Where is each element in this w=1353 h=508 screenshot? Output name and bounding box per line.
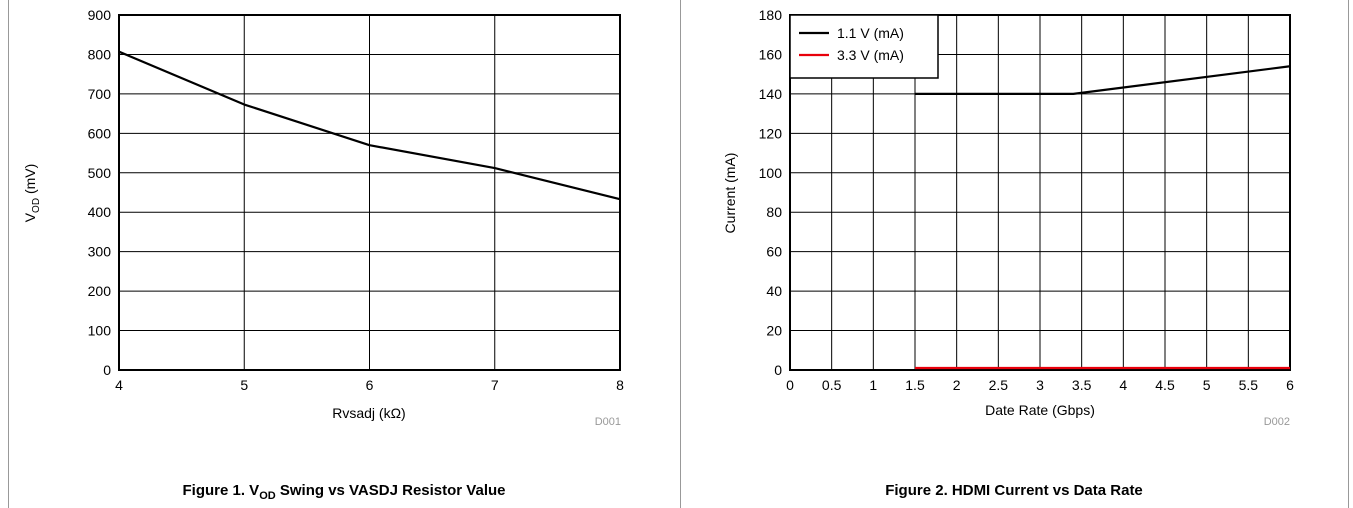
x-axis-label: Rvsadj (kΩ) xyxy=(332,405,405,421)
y-tick-label: 100 xyxy=(759,165,783,181)
y-tick-label: 200 xyxy=(88,283,112,299)
x-tick-label: 7 xyxy=(491,377,499,393)
figure-code: D002 xyxy=(1264,416,1290,428)
x-tick-label: 8 xyxy=(616,377,624,393)
x-tick-label: 4.5 xyxy=(1155,377,1175,393)
x-tick-label: 0.5 xyxy=(822,377,842,393)
y-tick-label: 800 xyxy=(88,46,112,62)
chart-1: 0 100 200 300 400 500 600 700 800 900 4 5 6 7 8 Rvsadj … xyxy=(22,7,624,428)
y-tick-label: 300 xyxy=(88,244,112,260)
x-tick-label: 6 xyxy=(1286,377,1294,393)
figure-code: D001 xyxy=(595,416,621,428)
y-tick-label: 180 xyxy=(759,7,783,23)
right-border xyxy=(1348,0,1349,508)
x-tick-label: 5 xyxy=(1203,377,1211,393)
figure-2-caption: Figure 2. HDMI Current vs Data Rate xyxy=(885,482,1143,499)
x-tick-label: 1 xyxy=(869,377,877,393)
plot-frame xyxy=(118,14,621,371)
x-axis-label: Date Rate (Gbps) xyxy=(985,402,1095,418)
y-tick-label: 20 xyxy=(766,323,782,339)
y-tick-label: 500 xyxy=(88,165,112,181)
y-tick-label: 100 xyxy=(88,323,112,339)
y-tick-label: 80 xyxy=(766,204,782,220)
x-tick-label: 5 xyxy=(240,377,248,393)
x-tick-label: 2.5 xyxy=(989,377,1009,393)
y-tick-label: 40 xyxy=(766,283,782,299)
legend: 1.1 V (mA) 3.3 V (mA) xyxy=(789,14,939,79)
y-tick-label: 400 xyxy=(88,204,112,220)
series-line-1 xyxy=(915,65,1291,95)
plot-frame xyxy=(789,14,1291,371)
x-tick-label: 5.5 xyxy=(1239,377,1259,393)
chart-2: 0 20 40 60 80 100 120 140 160 180 0 0.5 1 1.5 2 2.5 3 3.5… xyxy=(722,7,1294,428)
left-border xyxy=(8,0,9,508)
y-tick-label: 900 xyxy=(88,7,112,23)
y-tick-label: 600 xyxy=(88,125,112,141)
y-tick-label: 160 xyxy=(759,46,783,62)
y-tick-label: 0 xyxy=(774,362,782,378)
x-tick-label: 3.5 xyxy=(1072,377,1092,393)
y-tick-label: 0 xyxy=(103,362,111,378)
y-tick-label: 60 xyxy=(766,244,782,260)
legend-label-1: 1.1 V (mA) xyxy=(837,25,904,41)
x-tick-label: 1.5 xyxy=(905,377,925,393)
y-tick-label: 700 xyxy=(88,86,112,102)
x-tick-label: 4 xyxy=(1119,377,1127,393)
y-tick-label: 140 xyxy=(759,86,783,102)
center-divider xyxy=(680,0,681,508)
series-line-1 xyxy=(118,50,621,201)
x-tick-label: 0 xyxy=(786,377,794,393)
x-tick-label: 4 xyxy=(115,377,123,393)
y-tick-label: 120 xyxy=(759,125,783,141)
legend-box xyxy=(789,14,939,79)
y-axis-label: VOD (mV) xyxy=(22,164,42,223)
x-tick-label: 3 xyxy=(1036,377,1044,393)
x-tick-label: 6 xyxy=(366,377,374,393)
x-tick-label: 2 xyxy=(953,377,961,393)
y-axis-label: Current (mA) xyxy=(722,153,738,234)
figure-1-caption: Figure 1. VOD Swing vs VASDJ Resistor Va… xyxy=(182,482,506,502)
legend-label-2: 3.3 V (mA) xyxy=(837,47,904,63)
